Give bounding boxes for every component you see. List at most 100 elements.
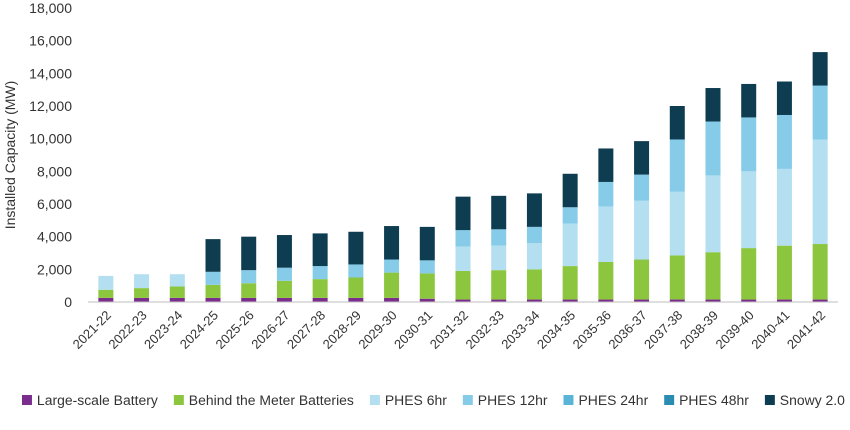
bar-phes-12hr-2037-38: [669, 139, 685, 192]
bar-snowy-2-0-2029-30: [384, 226, 400, 260]
bar-phes-12hr-2024-25: [205, 271, 221, 285]
legend-label-phes-12hr: PHES 12hr: [478, 392, 548, 408]
x-tick-label: 2041-42: [784, 308, 828, 352]
y-tick-label: 4,000: [37, 229, 72, 245]
bar-behind-the-meter-batteries-2033-34: [526, 269, 542, 300]
y-tick-label: 12,000: [29, 98, 72, 114]
bar-snowy-2-0-2030-31: [419, 226, 435, 261]
bar-behind-the-meter-batteries-2037-38: [669, 255, 685, 300]
bar-behind-the-meter-batteries-2027-28: [312, 279, 328, 298]
bar-behind-the-meter-batteries-2032-33: [491, 270, 507, 300]
bar-large-scale-battery-2036-37: [634, 299, 650, 302]
y-tick-label: 2,000: [37, 261, 72, 277]
bar-behind-the-meter-batteries-2022-23: [134, 288, 150, 298]
bar-snowy-2-0-2031-32: [455, 196, 471, 231]
bar-snowy-2-0-2027-28: [312, 233, 328, 267]
bar-large-scale-battery-2022-23: [134, 297, 150, 302]
bar-large-scale-battery-2028-29: [348, 297, 364, 302]
x-tick-label: 2038-39: [677, 308, 721, 352]
bar-phes-6hr-2032-33: [491, 245, 507, 271]
x-tick-label: 2029-30: [355, 308, 399, 352]
bar-phes-12hr-2039-40: [741, 117, 757, 172]
bar-snowy-2-0-2034-35: [562, 173, 578, 208]
bar-snowy-2-0-2028-29: [348, 231, 364, 265]
bar-behind-the-meter-batteries-2025-26: [241, 283, 257, 298]
bar-large-scale-battery-2034-35: [562, 299, 578, 302]
y-tick-label: 16,000: [29, 33, 72, 49]
x-tick-label: 2022-23: [105, 308, 149, 352]
bar-phes-6hr-2040-41: [776, 168, 792, 246]
x-tick-label: 2026-27: [248, 308, 292, 352]
bar-behind-the-meter-batteries-2036-37: [634, 259, 650, 300]
bar-large-scale-battery-2033-34: [526, 299, 542, 302]
bar-behind-the-meter-batteries-2041-42: [812, 244, 828, 300]
bar-behind-the-meter-batteries-2034-35: [562, 266, 578, 300]
y-tick-label: 0: [64, 294, 72, 310]
bar-snowy-2-0-2026-27: [276, 235, 292, 268]
bar-large-scale-battery-2038-39: [705, 299, 721, 302]
x-tick-label: 2025-26: [212, 308, 256, 352]
y-tick-label: 18,000: [29, 0, 72, 16]
legend-swatch-phes-24hr: [563, 395, 574, 405]
x-tick-label: 2032-33: [462, 308, 506, 352]
bar-phes-6hr-2041-42: [812, 139, 828, 245]
bar-behind-the-meter-batteries-2028-29: [348, 277, 364, 298]
bar-phes-6hr-2031-32: [455, 246, 471, 271]
bar-phes-6hr-2023-24: [169, 274, 185, 287]
bar-phes-12hr-2032-33: [491, 229, 507, 246]
y-tick-label: 6,000: [37, 196, 72, 212]
x-tick-label: 2037-38: [641, 308, 685, 352]
y-axis-ticks: 0 2,000 4,000 6,000 8,000 10,000 12,000 14,000 1…: [29, 0, 72, 310]
legend-label-large-scale-battery: Large-scale Battery: [37, 392, 158, 408]
bar-phes-12hr-2031-32: [455, 230, 471, 247]
bar-behind-the-meter-batteries-2026-27: [276, 280, 292, 298]
bar-snowy-2-0-2038-39: [705, 88, 721, 122]
bar-large-scale-battery-2037-38: [669, 299, 685, 302]
legend-label-behind-the-meter-batteries: Behind the Meter Batteries: [189, 392, 354, 408]
x-tick-label: 2035-36: [570, 308, 614, 352]
bar-phes-6hr-2034-35: [562, 223, 578, 267]
bar-behind-the-meter-batteries-2029-30: [384, 272, 400, 298]
legend-swatch-large-scale-battery: [22, 395, 32, 405]
legend-swatch-phes-48hr: [664, 395, 675, 405]
bar-snowy-2-0-2032-33: [491, 195, 507, 230]
y-tick-label: 10,000: [29, 131, 72, 147]
bar-large-scale-battery-2026-27: [276, 297, 292, 302]
bar-phes-12hr-2025-26: [241, 270, 257, 284]
bar-large-scale-battery-2023-24: [169, 297, 185, 302]
bar-phes-12hr-2035-36: [598, 181, 614, 207]
legend-swatch-snowy-2-0: [764, 395, 775, 405]
bar-phes-12hr-2026-27: [276, 267, 292, 281]
bar-phes-12hr-2028-29: [348, 264, 364, 278]
legend-label-snowy-2-0: Snowy 2.0: [780, 392, 845, 408]
bar-snowy-2-0-2024-25: [205, 239, 221, 272]
bar-large-scale-battery-2027-28: [312, 297, 328, 302]
bar-behind-the-meter-batteries-2031-32: [455, 270, 471, 300]
bar-snowy-2-0-2035-36: [598, 148, 614, 182]
bar-phes-6hr-2039-40: [741, 171, 757, 249]
bar-large-scale-battery-2032-33: [491, 299, 507, 302]
bar-behind-the-meter-batteries-2039-40: [741, 248, 757, 300]
legend: Large-scale Battery Behind the Meter Batt…: [22, 392, 845, 408]
x-tick-label: 2031-32: [427, 308, 471, 352]
x-tick-label: 2023-24: [141, 308, 185, 352]
bar-large-scale-battery-2021-22: [98, 297, 114, 302]
bar-phes-6hr-2036-37: [634, 200, 650, 260]
bar-behind-the-meter-batteries-2035-36: [598, 261, 614, 300]
legend-label-phes-48hr: PHES 48hr: [679, 392, 749, 408]
bar-snowy-2-0-2033-34: [526, 193, 542, 227]
bars-layer: [98, 52, 828, 302]
bar-phes-6hr-2035-36: [598, 206, 614, 262]
bar-large-scale-battery-2040-41: [776, 299, 792, 302]
y-tick-label: 8,000: [37, 163, 72, 179]
bar-behind-the-meter-batteries-2021-22: [98, 289, 114, 298]
bar-snowy-2-0-2036-37: [634, 141, 650, 175]
legend-label-phes-6hr: PHES 6hr: [385, 392, 447, 408]
bar-phes-6hr-2033-34: [526, 243, 542, 270]
bar-phes-6hr-2022-23: [134, 274, 150, 289]
legend-swatch-phes-6hr: [369, 395, 380, 405]
bar-snowy-2-0-2040-41: [776, 81, 792, 115]
y-tick-label: 14,000: [29, 65, 72, 81]
bar-phes-12hr-2034-35: [562, 207, 578, 224]
x-tick-label: 2021-22: [70, 308, 114, 352]
